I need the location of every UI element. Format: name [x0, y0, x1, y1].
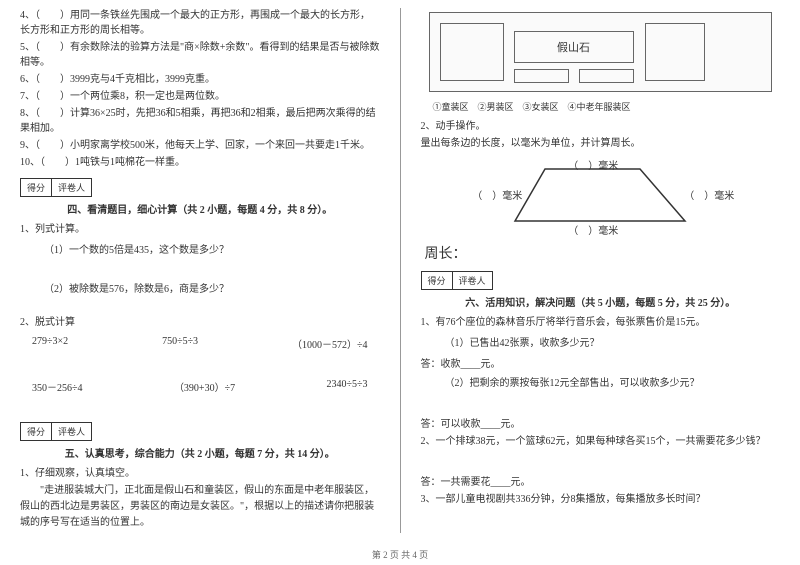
calc-1: 279÷3×2 — [32, 336, 68, 351]
calc-6: 2340÷5÷3 — [327, 379, 368, 394]
sec4-q2: 2、脱式计算 — [20, 315, 380, 330]
sec6-a2: 答：可以收款____元。 — [421, 415, 781, 430]
score-box-6: 得分 评卷人 — [421, 271, 781, 290]
calc-4: 350－256÷4 — [32, 379, 83, 394]
sec4-q1a: （1）一个数的5倍是435，这个数是多少？ — [20, 241, 380, 256]
sec5-desc: "走进服装城大门，正北面是假山石和童装区，假山的东面是中老年服装区，假山的西北边… — [20, 483, 380, 531]
judge-q9: 9、（ ）小明家离学校500米，他每天上学、回家，一个来回一共要走1千米。 — [20, 138, 380, 153]
score-label: 得分 — [20, 178, 52, 197]
mm-left: （ ）毫米 — [472, 187, 522, 202]
mm-right: （ ）毫米 — [684, 187, 734, 202]
section-6-title: 六、活用知识，解决问题（共 5 小题，每题 5 分，共 25 分）。 — [421, 294, 781, 309]
sec6-a1: 答：收款____元。 — [421, 355, 781, 370]
sec5-q1: 1、仔细观察，认真填空。 — [20, 466, 380, 481]
column-divider — [400, 8, 401, 533]
rock-label: 假山石 — [514, 31, 634, 63]
calc-3: （1000－572）÷4 — [292, 336, 368, 351]
judge-q8: 8、（ ）计算36×25时，先把36和5相乘，再把36和2相乘，最后把两次乘得的… — [20, 106, 380, 136]
page-footer: 第 2 页 共 4 页 — [0, 548, 800, 561]
zone-legend: ①童装区 ②男装区 ③女装区 ④中老年服装区 — [433, 100, 781, 113]
zone-4 — [645, 23, 705, 81]
mm-bottom: （ ）毫米 — [568, 222, 618, 237]
calc-row-2: 350－256÷4 （390+30）÷7 2340÷5÷3 — [20, 379, 380, 394]
sec6-q1a: （1）已售出42张票，收款多少元？ — [421, 334, 781, 349]
perimeter-label: 周长： — [425, 243, 781, 263]
section-5-title: 五、认真思考，综合能力（共 2 小题，每题 7 分，共 14 分）。 — [20, 445, 380, 460]
score-label: 得分 — [421, 271, 453, 290]
judge-q10: 10、（ ）1吨铁与1吨棉花一样重。 — [20, 155, 380, 170]
judge-q5: 5、（ ）有余数除法的验算方法是"商×除数+余数"。看得到的结果是否与被除数相等… — [20, 40, 380, 70]
calc-2: 750÷5÷3 — [162, 336, 198, 351]
section-4-title: 四、看清题目，细心计算（共 2 小题，每题 4 分，共 8 分）。 — [20, 201, 380, 216]
sec4-q1: 1、列式计算。 — [20, 222, 380, 237]
sec6-a3: 答：一共需要花____元。 — [421, 473, 781, 488]
zone-1 — [440, 23, 504, 81]
reviewer-label: 评卷人 — [52, 178, 92, 197]
judge-q4: 4、（ ）用同一条铁丝先围成一个最大的正方形，再围成一个最大的长方形，长方形和正… — [20, 8, 380, 38]
mm-top: （ ）毫米 — [568, 157, 618, 172]
score-label: 得分 — [20, 422, 52, 441]
sec6-q2: 2、一个排球38元，一个篮球62元，如果每种球各买15个，一共需要花多少钱？ — [421, 434, 781, 449]
sec5-q2: 2、动手操作。 — [421, 119, 781, 134]
sec4-q1b: （2）被除数是576，除数是6，商是多少？ — [20, 280, 380, 295]
store-diagram: 假山石 — [429, 12, 773, 92]
trapezoid-figure: （ ）毫米 （ ）毫米 （ ）毫米 （ ）毫米 — [490, 161, 710, 231]
zone-3 — [579, 69, 634, 83]
score-box-5: 得分 评卷人 — [20, 422, 380, 441]
zone-2 — [514, 69, 569, 83]
judge-q6: 6、（ ）3999克与4千克相比，3999克重。 — [20, 72, 380, 87]
score-box-4: 得分 评卷人 — [20, 178, 380, 197]
reviewer-label: 评卷人 — [52, 422, 92, 441]
sec6-q1b: （2）把剩余的票按每张12元全部售出，可以收款多少元？ — [421, 374, 781, 389]
sec6-q1: 1、有76个座位的森林音乐厅将举行音乐会，每张票售价是15元。 — [421, 315, 781, 330]
sec5-q2-desc: 量出每条边的长度，以毫米为单位，并计算周长。 — [421, 136, 781, 151]
calc-5: （390+30）÷7 — [174, 379, 235, 394]
sec6-q3: 3、一部儿童电视剧共336分钟，分8集播放，每集播放多长时间？ — [421, 492, 781, 507]
reviewer-label: 评卷人 — [453, 271, 493, 290]
judge-q7: 7、（ ）一个两位乘8，积一定也是两位数。 — [20, 89, 380, 104]
calc-row-1: 279÷3×2 750÷5÷3 （1000－572）÷4 — [20, 336, 380, 351]
